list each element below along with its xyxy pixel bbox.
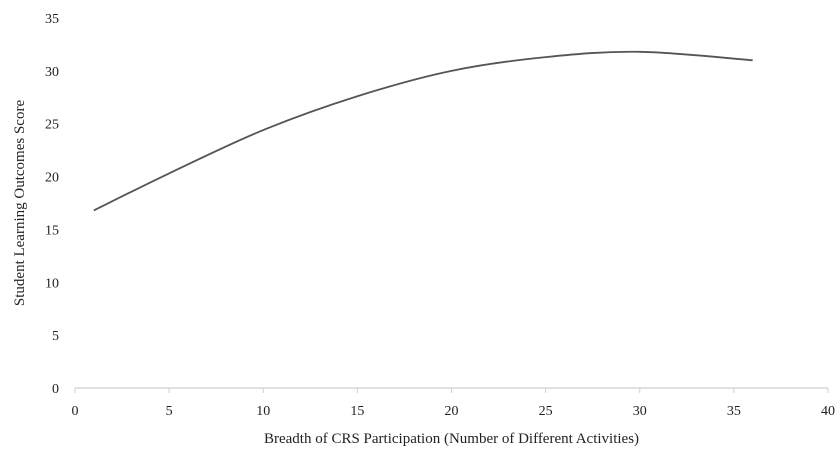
x-axis-title: Breadth of CRS Participation (Number of … (264, 431, 639, 447)
y-tick-label: 0 (52, 382, 59, 397)
y-tick-label: 30 (45, 65, 59, 80)
x-tick-label: 30 (633, 404, 647, 419)
x-tick-label: 10 (256, 404, 270, 419)
y-tick-label: 10 (45, 276, 59, 291)
x-tick-label: 35 (727, 404, 741, 419)
y-axis-ticks: 0 5 10 15 20 25 30 35 (45, 12, 59, 397)
x-tick-label: 40 (821, 404, 835, 419)
x-tick-label: 5 (166, 404, 173, 419)
y-tick-label: 25 (45, 118, 59, 133)
y-axis-title: Student Learning Outcomes Score (12, 100, 28, 307)
y-tick-label: 35 (45, 12, 59, 27)
series-line (94, 52, 753, 211)
x-tick-label: 15 (350, 404, 364, 419)
x-tick-label: 25 (539, 404, 553, 419)
x-tick-label: 0 (72, 404, 79, 419)
x-axis-ticks: 0 5 10 15 20 25 30 35 40 (72, 388, 836, 419)
x-tick-label: 20 (445, 404, 459, 419)
y-tick-label: 15 (45, 223, 59, 238)
y-tick-label: 20 (45, 171, 59, 186)
y-tick-label: 5 (52, 329, 59, 344)
